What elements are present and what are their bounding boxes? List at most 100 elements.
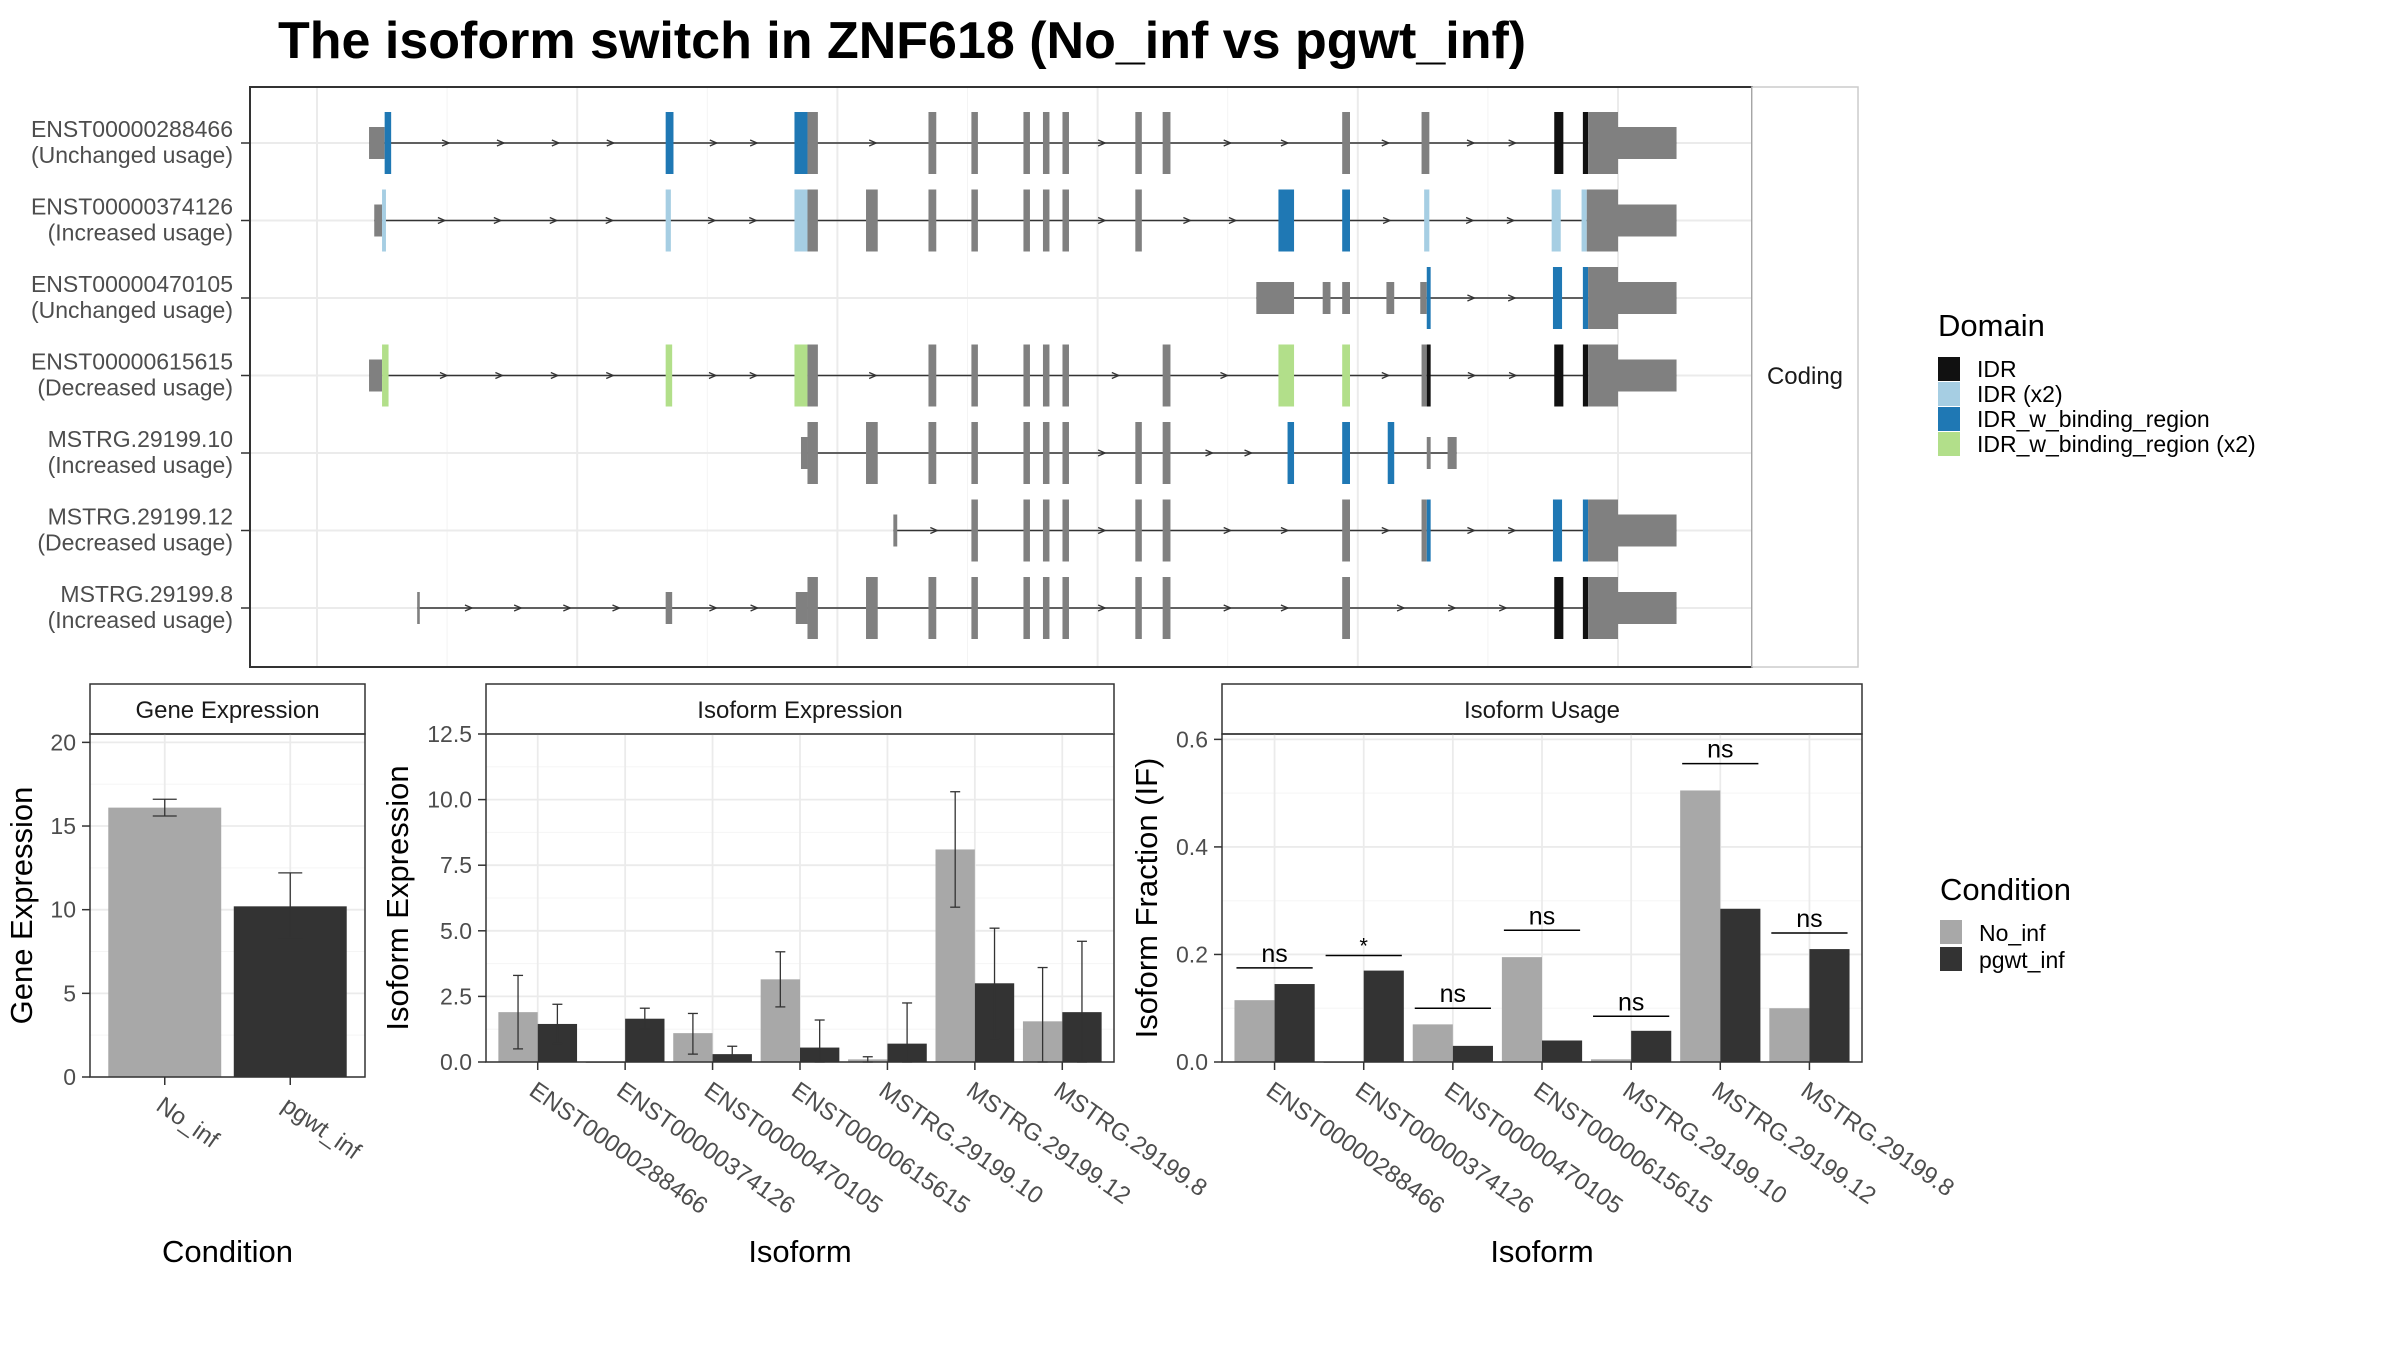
domain-idr-x2 [1551, 189, 1561, 252]
coding-exon [928, 422, 937, 484]
coding-exon [928, 189, 937, 252]
domain-idr-w-binding-region [384, 112, 392, 174]
intron-arrow [1381, 526, 1391, 535]
coding-exon [1135, 422, 1142, 484]
coding-exon [1421, 344, 1427, 407]
intron-arrow [1447, 604, 1457, 612]
domain-legend: Domain IDR IDR (x2) IDR_w_binding_region… [1938, 308, 2256, 457]
domain-idr-x2 [382, 189, 386, 252]
panel-strip [1221, 683, 1863, 735]
bar-panels: Gene Expression 0 5 10 15 20 No_inf pgwt_inf Con… [4, 683, 1959, 1269]
intron-arrow [1223, 526, 1233, 535]
intron-arrow [605, 371, 615, 380]
legend-label-idr-w-binding-region-x2: IDR_w_binding_region (x2) [1977, 431, 2256, 457]
coding-exon [1023, 577, 1030, 639]
bar-no-inf-enst00000288466 [1234, 1000, 1275, 1062]
coding-exon [1586, 189, 1618, 252]
domain-idr-w-binding-region [1342, 422, 1350, 484]
utr-exon [795, 592, 808, 624]
coding-exon [1588, 499, 1618, 562]
transcript-usage-label: (Decreased usage) [37, 375, 233, 401]
intron-arrow [868, 139, 878, 147]
intron-arrow [1381, 139, 1391, 147]
coding-exon [1062, 344, 1069, 407]
coding-exon [1162, 112, 1171, 174]
y-tick-label: 0.0 [440, 1049, 472, 1075]
intron-arrow [605, 216, 615, 225]
x-tick-label: MSTRG.29199.12 [961, 1077, 1135, 1210]
domain-idr-x2 [794, 189, 808, 252]
intron-arrow [1183, 216, 1193, 225]
y-tick-label: 12.5 [427, 721, 472, 747]
intron-arrow [1506, 216, 1516, 225]
domain-idr-w-binding-region [1342, 189, 1350, 252]
utr-exon [1618, 514, 1677, 547]
transcript-usage-label: (Unchanged usage) [31, 297, 233, 323]
bar-pgwt-inf-mstrg-29199-10 [1631, 1030, 1672, 1062]
transcript-label: MSTRG.29199.10 [48, 426, 233, 452]
coding-exon [1042, 189, 1050, 252]
domain-idr [1554, 112, 1564, 174]
utr-exon [1618, 592, 1677, 624]
domain-idr-w-binding-region [1426, 267, 1431, 329]
coding-exon [1062, 577, 1069, 639]
transcript-row-enst00000470105 [250, 267, 1752, 329]
domain-idr-w-binding-region-x2 [1278, 344, 1295, 407]
coding-exon [1023, 112, 1030, 174]
domain-legend-title: Domain [1938, 308, 2045, 343]
y-tick-label: 0.0 [1176, 1049, 1208, 1075]
panel-title: Isoform Usage [1464, 697, 1620, 724]
intron-arrow [551, 139, 561, 147]
transcript-usage-label: (Unchanged usage) [31, 142, 233, 168]
coding-exon [971, 344, 978, 407]
y-tick-label: 10 [50, 897, 76, 923]
y-tick-label: 5.0 [440, 918, 472, 944]
intron-arrow [1467, 371, 1477, 380]
coding-exon [1042, 499, 1050, 562]
utr-exon [1618, 282, 1677, 314]
utr-exon [1386, 282, 1395, 314]
coding-exon [1421, 112, 1430, 174]
legend-label-idr: IDR [1977, 356, 2017, 382]
utr-exon [665, 592, 673, 624]
transcript-usage-label: (Decreased usage) [37, 530, 233, 556]
intron-arrow [496, 139, 506, 147]
domain-idr [1554, 344, 1564, 407]
domain-idr [1554, 577, 1564, 639]
significance-label: ns [1796, 905, 1822, 933]
domain-idr-w-binding-region-x2 [1342, 344, 1350, 407]
domain-idr [1582, 344, 1589, 407]
utr-exon [369, 359, 383, 392]
utr-exon [374, 204, 383, 237]
intron-arrow [606, 139, 616, 147]
domain-idr-x2 [1581, 189, 1587, 252]
panel-gene-expression: Gene Expression 0 5 10 15 20 No_inf pgwt_inf Con… [4, 683, 366, 1269]
bar-pgwt-inf-mstrg-29199-12 [1720, 908, 1761, 1062]
coding-exon [866, 189, 878, 252]
transcript-row-enst00000374126 [250, 189, 1752, 252]
utr-exon [1447, 437, 1457, 469]
utr-exon [369, 127, 385, 159]
coding-exon [1162, 422, 1171, 484]
coding-exon [1588, 344, 1618, 407]
transcript-rows [250, 112, 1752, 639]
intron-arrow [563, 604, 572, 612]
utr-exon [1322, 282, 1331, 314]
legend-key-idr-w-binding-region [1938, 407, 1960, 431]
intron-arrow [1097, 604, 1107, 612]
significance-label: * [1359, 934, 1368, 959]
coding-exon [1062, 189, 1069, 252]
domain-idr-w-binding-region [1278, 189, 1295, 252]
coding-exon [971, 499, 978, 562]
utr-exon [800, 437, 808, 469]
coding-exon [807, 112, 818, 174]
transcript-row-mstrg-29199-8 [250, 577, 1752, 639]
x-tick-label: No_inf [151, 1092, 224, 1154]
coding-exon [1062, 499, 1069, 562]
intron-arrow [1465, 216, 1475, 225]
x-tick-label: MSTRG.29199.12 [1707, 1077, 1881, 1210]
intron-arrow [1228, 216, 1238, 225]
legend-key-idr-w-binding-region-x2 [1938, 432, 1960, 456]
y-tick-label: 7.5 [440, 852, 472, 878]
